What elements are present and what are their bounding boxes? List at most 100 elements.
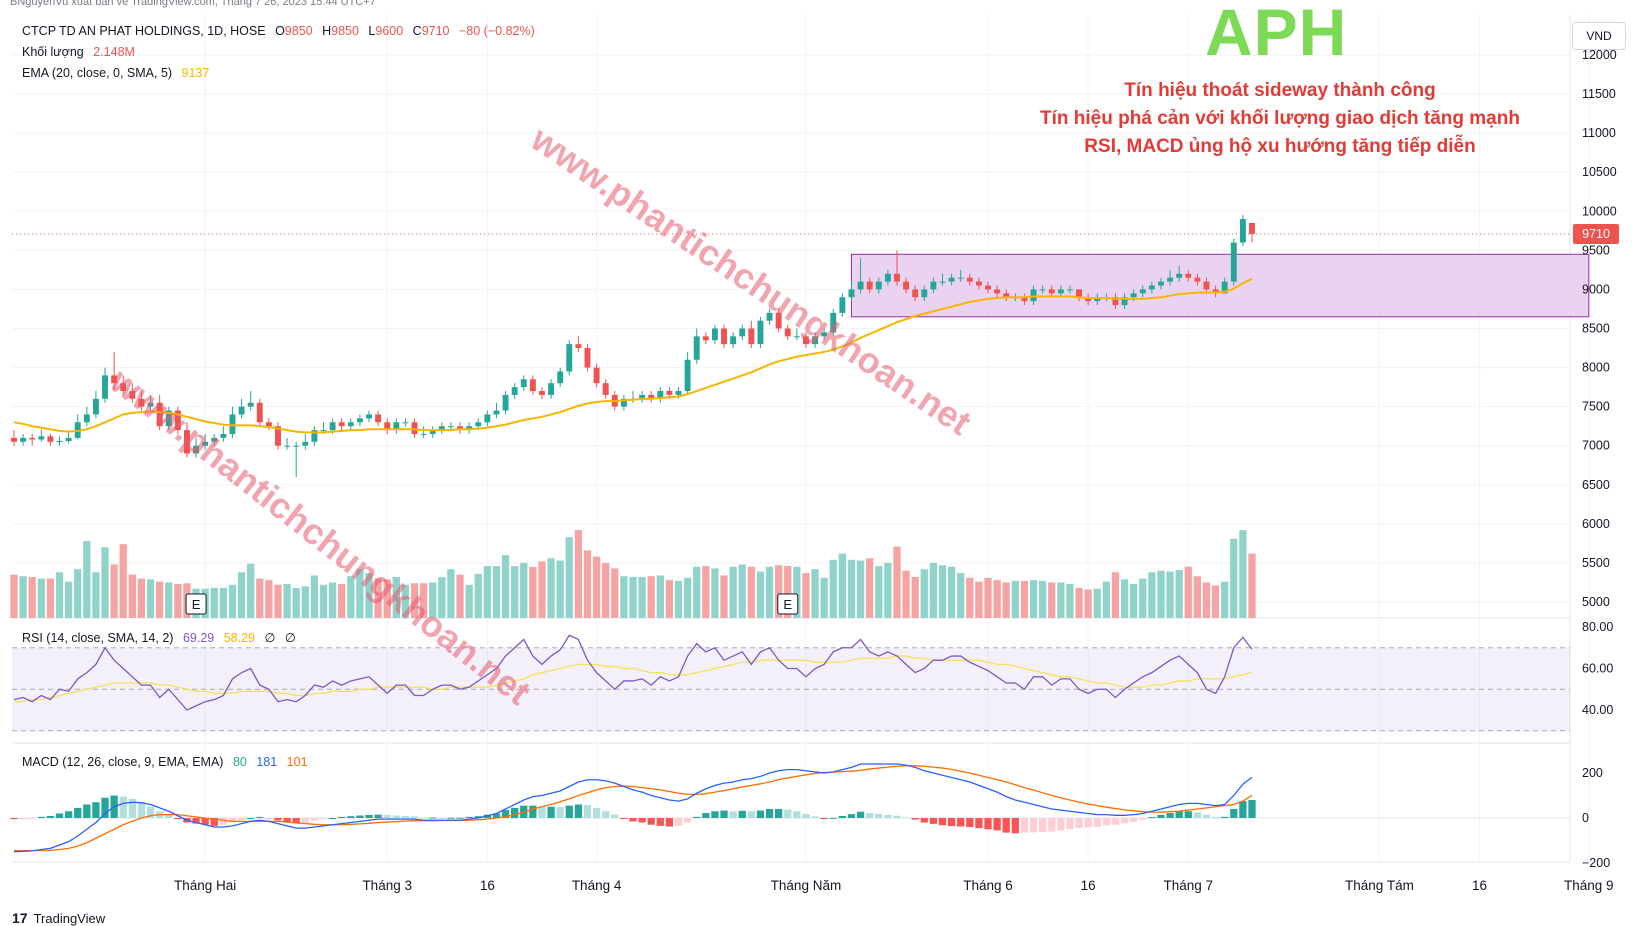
volume-bar <box>1111 572 1120 618</box>
macd-signal-value: 101 <box>286 755 308 769</box>
candle-body <box>793 336 800 338</box>
macd-histogram-bar <box>1139 818 1147 820</box>
macd-histogram-bar <box>456 817 464 819</box>
volume-bar <box>556 560 564 618</box>
macd-histogram-bar <box>947 818 956 827</box>
candle-body <box>183 430 190 454</box>
tradingview-brand: TradingView <box>33 911 106 926</box>
symbol-name[interactable]: CTCP TD AN PHAT HOLDINGS, 1D, HOSE <box>22 24 266 38</box>
volume-bar <box>975 581 983 618</box>
volume-bar <box>319 584 328 618</box>
macd-histogram-bar <box>347 816 355 818</box>
macd-histogram-bar <box>37 816 45 818</box>
ema-label: EMA (20, close, 0, SMA, 5) <box>22 66 173 80</box>
volume-legend[interactable]: Khối lượng 2.148M <box>22 45 141 59</box>
candle-body <box>1212 289 1219 294</box>
volume-bar <box>947 566 956 618</box>
volume-bar <box>1075 587 1083 618</box>
candle-body <box>447 426 454 428</box>
volume-bar <box>520 562 528 618</box>
candle-body <box>193 445 200 454</box>
macd-histogram-bar <box>83 804 91 818</box>
candle-body <box>857 281 864 290</box>
price-tick-label: 11000 <box>1582 126 1616 140</box>
candle-body <box>775 312 782 329</box>
macd-histogram-bar <box>902 817 910 819</box>
macd-histogram-bar <box>966 818 974 827</box>
candle-body <box>748 328 755 345</box>
candle-body <box>1221 281 1228 294</box>
candle-body <box>129 391 136 399</box>
candle-body <box>83 414 90 423</box>
volume-bar <box>1211 585 1220 618</box>
macd-histogram-bar <box>784 809 792 818</box>
macd-histogram-bar <box>1048 818 1056 832</box>
candle-body <box>1230 242 1237 282</box>
volume-bar <box>993 580 1001 618</box>
main-legend[interactable]: CTCP TD AN PHAT HOLDINGS, 1D, HOSE O9850… <box>22 24 541 38</box>
macd-histogram-bar <box>410 816 419 818</box>
macd-line <box>13 763 1253 853</box>
candle-body <box>1167 277 1174 282</box>
macd-histogram-bar <box>1184 811 1192 818</box>
candle-body <box>702 336 709 341</box>
volume-bar <box>902 570 910 618</box>
macd-label: MACD (12, 26, close, 9, EMA, EMA) <box>22 755 224 769</box>
macd-legend[interactable]: MACD (12, 26, close, 9, EMA, EMA) 80 181… <box>22 755 314 769</box>
candle-body <box>402 422 409 424</box>
macd-histogram-bar <box>893 815 901 818</box>
earnings-marker-label: E <box>192 597 201 612</box>
volume-bar <box>237 572 246 618</box>
volume-bar <box>565 537 573 618</box>
candle-body <box>356 418 363 423</box>
volume-bar <box>811 569 819 618</box>
currency-button[interactable]: VND <box>1572 22 1626 50</box>
time-tick-label: Tháng Hai <box>174 878 236 893</box>
footer-brand[interactable]: 17 TradingView <box>12 910 105 926</box>
macd-histogram-bar <box>1239 801 1247 818</box>
volume-bar <box>165 582 173 618</box>
volume-bar <box>19 576 27 618</box>
time-tick-label: Tháng 9 <box>1564 878 1614 893</box>
candle-body <box>657 391 664 399</box>
volume-bar <box>64 581 73 618</box>
volume-bar <box>465 584 473 618</box>
volume-bar <box>938 565 947 618</box>
macd-histogram-bar <box>301 818 309 823</box>
macd-histogram-bar <box>401 815 410 818</box>
macd-tick-label: −200 <box>1582 856 1610 870</box>
volume-bar <box>46 578 55 618</box>
candle-body <box>111 375 118 384</box>
candle-body <box>966 277 973 282</box>
macd-histogram-bar <box>1130 818 1138 822</box>
macd-histogram-bar <box>629 818 637 822</box>
macd-line-value: 181 <box>256 755 278 769</box>
candle-body <box>1039 289 1046 291</box>
volume-bar <box>247 563 255 618</box>
axes: 1200011500110001050010000950090008500800… <box>174 48 1617 893</box>
candle-body <box>566 344 573 372</box>
volume-bar <box>119 544 127 618</box>
candle-body <box>174 410 181 431</box>
volume-bar <box>656 575 664 618</box>
time-tick-label: Tháng 6 <box>963 878 1013 893</box>
macd-histogram-bar <box>429 817 437 819</box>
macd-histogram-bar <box>592 807 601 818</box>
macd-histogram-bar <box>720 810 728 818</box>
volume-bar <box>884 562 892 618</box>
macd-histogram-bar <box>146 806 155 818</box>
macd-histogram-bar <box>1075 818 1083 829</box>
candle-body <box>493 410 500 415</box>
close-value: 9710 <box>421 24 450 38</box>
candle-body <box>220 433 227 438</box>
volume-bar <box>274 584 282 618</box>
volume-bar <box>820 577 828 618</box>
candlesticks[interactable] <box>11 215 1255 477</box>
candle-body <box>994 289 1001 294</box>
volume-label: Khối lượng <box>22 45 84 59</box>
volume-bars <box>10 530 1256 618</box>
ema-legend[interactable]: EMA (20, close, 0, SMA, 5) 9137 <box>22 66 215 80</box>
rsi-legend[interactable]: RSI (14, close, SMA, 14, 2) 69.29 58.29 … <box>22 630 302 645</box>
